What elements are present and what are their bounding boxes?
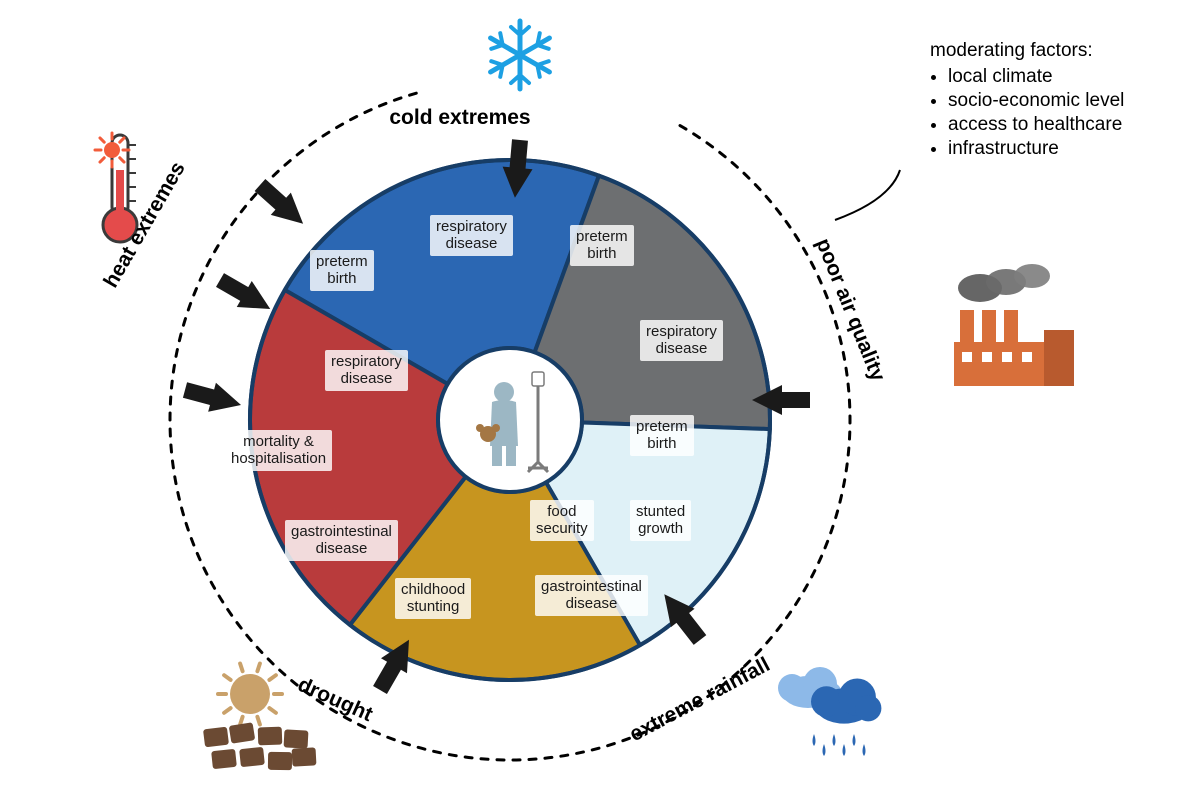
arrow-icon xyxy=(250,174,313,235)
snowflake-icon xyxy=(486,21,554,89)
outcome-tag: preterm birth xyxy=(310,250,374,291)
outcome-tag: respiratory disease xyxy=(640,320,723,361)
callout-line xyxy=(835,170,900,220)
arrow-icon xyxy=(213,267,278,322)
moderating-list: local climate socio-economic level acces… xyxy=(948,66,1124,160)
rain-icon xyxy=(778,667,881,756)
outcome-tag: respiratory disease xyxy=(325,350,408,391)
moderating-item: access to healthcare xyxy=(948,114,1124,136)
outcome-tag: respiratory disease xyxy=(430,215,513,256)
outcome-tag: food security xyxy=(530,500,594,541)
outcome-tag: preterm birth xyxy=(570,225,634,266)
outcome-tag: mortality & hospitalisation xyxy=(225,430,332,471)
moderating-title: moderating factors: xyxy=(930,40,1124,62)
moderating-item: infrastructure xyxy=(948,138,1124,160)
factory-icon xyxy=(954,264,1074,386)
moderating-item: local climate xyxy=(948,66,1124,88)
moderating-factors-box: moderating factors: local climate socio-… xyxy=(930,40,1124,162)
outcome-tag: gastrointestinal disease xyxy=(535,575,648,616)
outcome-tag: stunted growth xyxy=(630,500,691,541)
label-cold: cold extremes xyxy=(389,106,530,130)
outcome-tag: preterm birth xyxy=(630,415,694,456)
arrow-icon xyxy=(181,376,245,420)
outcome-tag: childhood stunting xyxy=(395,578,471,619)
moderating-item: socio-economic level xyxy=(948,90,1124,112)
diagram-stage: cold extremes poor air quality extreme r… xyxy=(0,0,1200,800)
small-sun-icon xyxy=(95,133,129,167)
outcome-tag: gastrointestinal disease xyxy=(285,520,398,561)
